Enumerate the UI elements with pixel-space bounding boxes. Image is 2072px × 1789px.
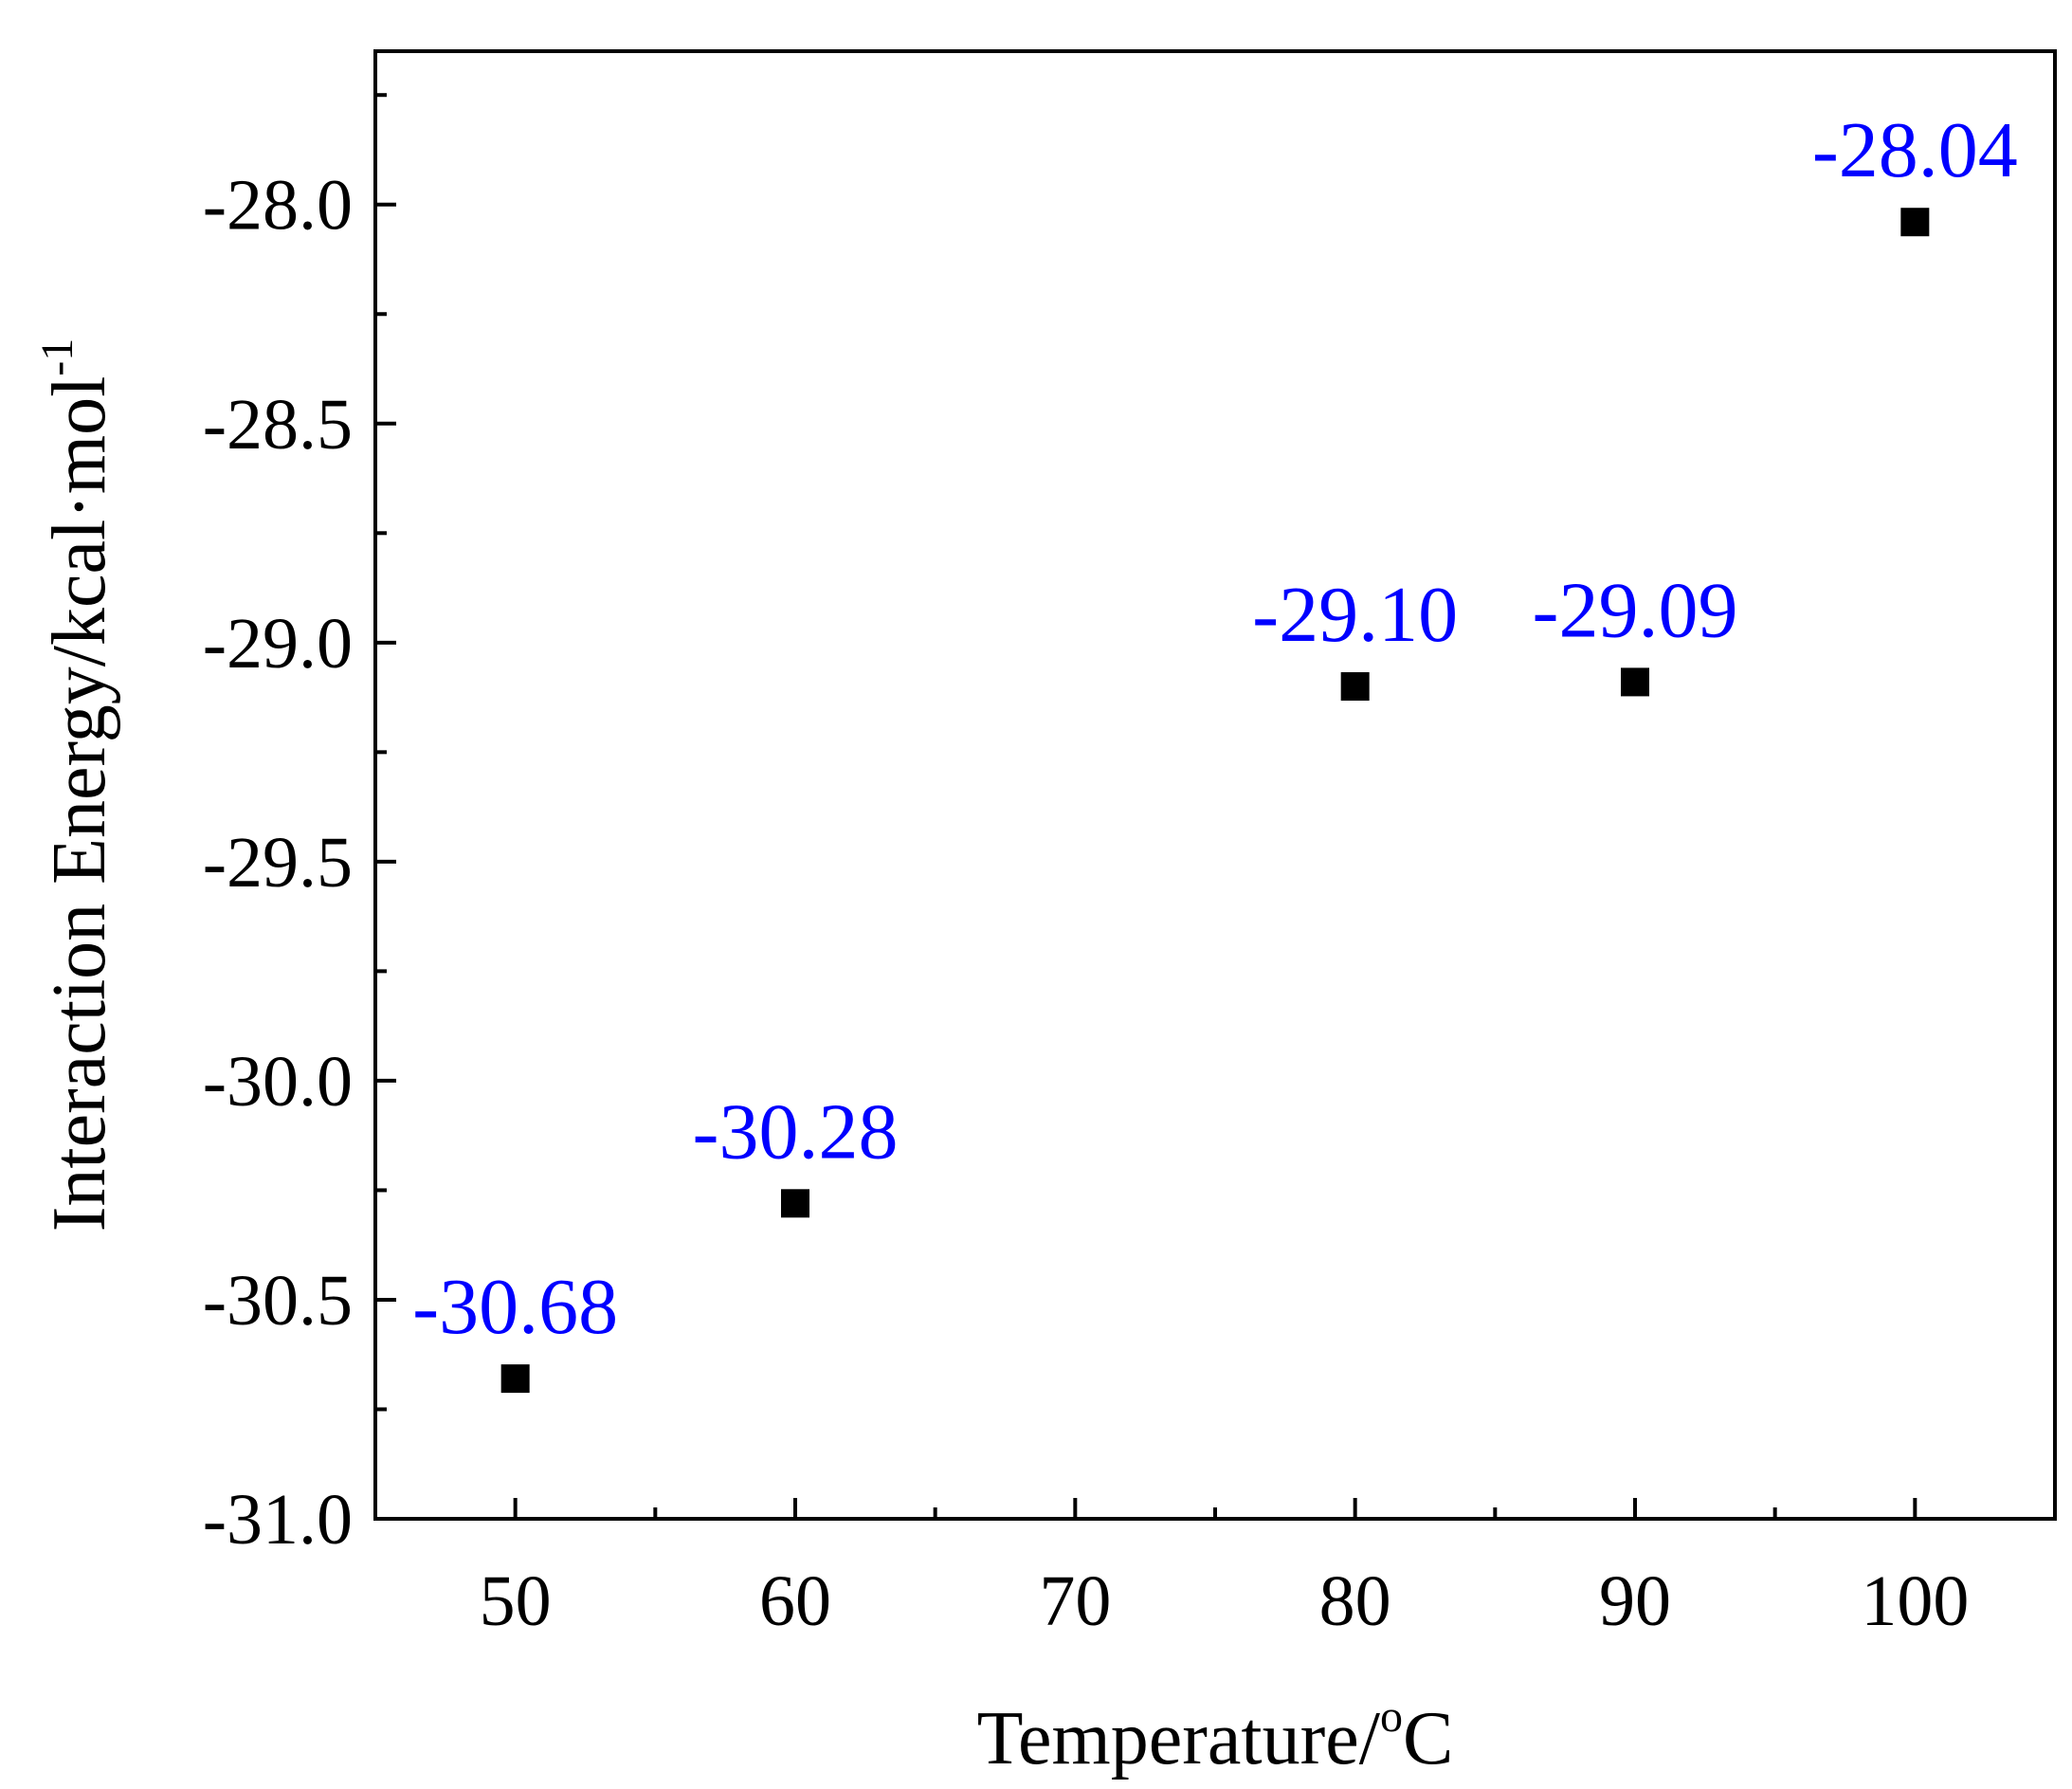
data-point [1900,208,1930,237]
data-point [1621,667,1649,697]
y-tick-label: -29.5 [203,823,353,903]
data-label: -29.10 [1252,571,1458,659]
y-tick-label: -30.0 [203,1042,353,1122]
y-tick-label: -29.0 [203,604,353,684]
x-tick-label: 70 [1039,1561,1111,1641]
y-tick-label: -30.5 [203,1261,353,1341]
data-point [500,1364,530,1394]
x-tick-label: 90 [1599,1561,1671,1641]
data-label: -30.68 [412,1263,618,1351]
data-points [500,208,1930,1394]
x-tick-label: 100 [1861,1561,1969,1641]
data-labels: -30.68 -30.28 -29.10 -29.09 -28.04 [412,106,2018,1351]
y-tick-label: -31.0 [203,1480,353,1560]
x-axis-title: Temperature/oC [977,1691,1454,1780]
x-axis-ticks: 50 60 70 80 90 100 [480,1498,1969,1641]
x-tick-label: 50 [480,1561,552,1641]
y-tick-label: -28.5 [203,385,353,465]
x-tick-label: 60 [759,1561,831,1641]
data-label: -30.28 [693,1087,899,1176]
y-tick-label: -28.0 [203,166,353,246]
plot-frame [373,49,2057,1521]
y-axis-title: Interaction Energy/kcal·mol-1 [32,338,121,1232]
y-axis-ticks: -28.0 -28.5 -29.0 -29.5 -30.0 -30.5 -31.0 [203,93,396,1560]
data-point [1340,672,1370,702]
data-point [781,1189,809,1218]
x-tick-label: 80 [1319,1561,1391,1641]
data-label: -28.04 [1812,106,2018,194]
data-label: -29.09 [1533,566,1738,654]
